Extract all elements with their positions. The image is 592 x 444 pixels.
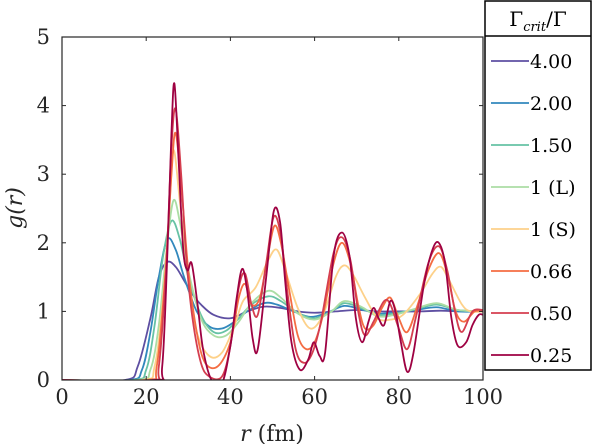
legend-entry: 1 (L) bbox=[491, 177, 576, 199]
y-tick-label: 1 bbox=[37, 299, 50, 323]
legend-entry: 0.25 bbox=[491, 345, 572, 367]
legend-label: 2.00 bbox=[530, 93, 572, 115]
ticks-layer: 0 20 40 60 80 100 0 1 2 3 4 5 bbox=[37, 25, 503, 409]
legend-label: 1 (L) bbox=[530, 177, 576, 199]
legend-entry: 2.00 bbox=[491, 93, 572, 115]
x-tick-label: 80 bbox=[385, 385, 412, 409]
series-line-7 bbox=[62, 107, 483, 380]
legend-label: 0.25 bbox=[530, 345, 572, 367]
legend-entry: 4.00 bbox=[491, 51, 572, 73]
x-tick-label: 60 bbox=[301, 385, 328, 409]
legend-entry: 1 (S) bbox=[491, 219, 576, 241]
legend-label: 1.50 bbox=[530, 135, 572, 157]
legend-label: 1 (S) bbox=[530, 219, 576, 241]
x-tick-label: 0 bbox=[55, 385, 68, 409]
plot-frame bbox=[61, 36, 484, 381]
x-axis-label-main: r bbox=[240, 422, 252, 444]
legend-entry: 1.50 bbox=[491, 135, 572, 157]
legend-box bbox=[484, 0, 592, 371]
x-tick-label: 40 bbox=[217, 385, 244, 409]
legend: Γcrit/Γ 4.00 2.00 1.50 1 (L) 1 (S) 0.66 0.50 0.… bbox=[484, 0, 592, 371]
axes-layer bbox=[61, 36, 484, 381]
y-tick-label: 4 bbox=[37, 94, 50, 118]
series-layer bbox=[62, 82, 483, 380]
legend-title-tail: /Γ bbox=[546, 7, 567, 31]
x-tick-label: 100 bbox=[463, 385, 503, 409]
legend-label: 0.50 bbox=[530, 303, 572, 325]
legend-entries: 4.00 2.00 1.50 1 (L) 1 (S) 0.66 0.50 0.25 bbox=[491, 51, 576, 367]
x-axis-label: r (fm) bbox=[240, 422, 304, 444]
y-axis-label: g(r) bbox=[3, 187, 28, 229]
legend-title: Γcrit/Γ bbox=[509, 7, 567, 35]
legend-label: 0.66 bbox=[530, 261, 572, 283]
plot-background bbox=[62, 37, 483, 380]
legend-title-sub: crit bbox=[523, 20, 547, 35]
legend-title-main: Γ bbox=[509, 7, 523, 31]
legend-label: 4.00 bbox=[530, 51, 572, 73]
y-tick-label: 5 bbox=[37, 25, 50, 49]
legend-entry: 0.50 bbox=[491, 303, 572, 325]
y-tick-label: 2 bbox=[37, 231, 50, 255]
x-tick-label: 20 bbox=[133, 385, 160, 409]
series-line-8 bbox=[62, 82, 483, 380]
legend-entry: 0.66 bbox=[491, 261, 572, 283]
x-axis-label-unit: (fm) bbox=[258, 422, 304, 444]
series-line-3 bbox=[62, 219, 483, 380]
y-tick-label: 0 bbox=[37, 368, 50, 392]
y-tick-label: 3 bbox=[37, 162, 50, 186]
